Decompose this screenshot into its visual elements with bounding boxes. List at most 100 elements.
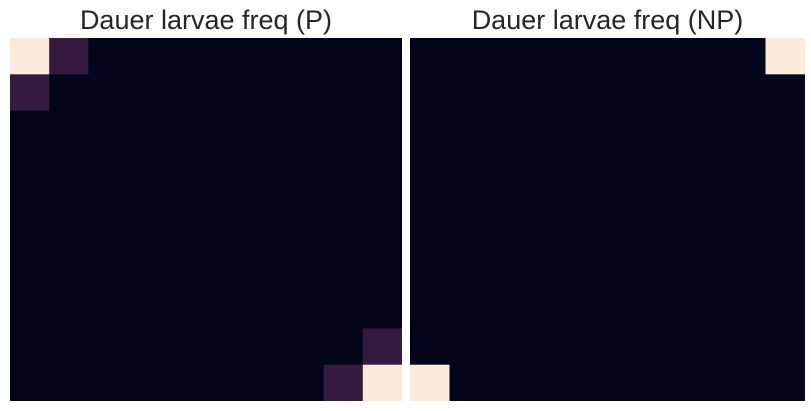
heatmap-cell-r1-c7 <box>284 74 324 111</box>
heatmap-cell-r2-c3 <box>128 111 168 148</box>
heatmap-cell-r6-c7 <box>284 256 324 293</box>
heatmap-cell-r3-c1 <box>49 147 89 184</box>
heatmap-cell-r1-c8 <box>726 74 766 111</box>
heatmap-cell-r0-c4 <box>167 38 207 75</box>
heatmap-cell-r9-c3 <box>128 365 168 401</box>
heatmap-cell-r6-c0 <box>410 256 450 293</box>
heatmap-cell-r9-c7 <box>687 365 727 401</box>
heatmap-cell-r8-c0 <box>10 328 50 365</box>
heatmap-cell-r9-c5 <box>206 365 246 401</box>
heatmap-cell-r5-c6 <box>245 220 285 257</box>
heatmap-cell-r4-c2 <box>489 183 529 220</box>
heatmap-cell-r0-c7 <box>687 38 727 75</box>
heatmap-cell-r5-c6 <box>647 220 687 257</box>
heatmap-cell-r7-c3 <box>529 292 569 329</box>
heatmap-cell-r1-c6 <box>647 74 687 111</box>
heatmap-cell-r2-c3 <box>529 111 569 148</box>
heatmap-cell-r1-c1 <box>49 74 89 111</box>
heatmap-cell-r8-c0 <box>410 328 450 365</box>
heatmap-cell-r2-c4 <box>167 111 207 148</box>
heatmap-cell-r9-c2 <box>88 365 128 401</box>
heatmap-cell-r0-c5 <box>206 38 246 75</box>
heatmap-cell-r9-c1 <box>450 365 490 401</box>
heatmap-cell-r0-c9 <box>363 38 402 75</box>
heatmap-cell-r2-c9 <box>766 111 806 148</box>
heatmap-cell-r3-c5 <box>608 147 648 184</box>
heatmap-cell-r6-c6 <box>647 256 687 293</box>
heatmap-cell-r1-c0 <box>410 74 450 111</box>
heatmap-cell-r8-c8 <box>726 328 766 365</box>
heatmap-cell-r8-c6 <box>245 328 285 365</box>
heatmap-cell-r2-c4 <box>568 111 608 148</box>
heatmap-cell-r9-c6 <box>647 365 687 401</box>
heatmap-cell-r4-c6 <box>245 183 285 220</box>
heatmap-cell-r0-c9 <box>766 38 806 75</box>
heatmap-cell-r0-c8 <box>726 38 766 75</box>
heatmap-cell-r1-c5 <box>206 74 246 111</box>
heatmap-cell-r5-c0 <box>410 220 450 257</box>
heatmap-cell-r6-c2 <box>88 256 128 293</box>
heatmap-cell-r7-c1 <box>49 292 89 329</box>
heatmap-cell-r7-c3 <box>128 292 168 329</box>
heatmap-cell-r8-c8 <box>324 328 364 365</box>
heatmap-cell-r5-c5 <box>608 220 648 257</box>
heatmap-cell-r8-c7 <box>284 328 324 365</box>
heatmap-cell-r8-c7 <box>687 328 727 365</box>
heatmap-cell-r6-c1 <box>450 256 490 293</box>
heatmap-cell-r1-c4 <box>568 74 608 111</box>
heatmap-cell-r0-c0 <box>10 38 50 75</box>
heatmap-cell-r8-c6 <box>647 328 687 365</box>
heatmap-cell-r0-c2 <box>489 38 529 75</box>
heatmap-cell-r9-c5 <box>608 365 648 401</box>
heatmap-cell-r0-c1 <box>49 38 89 75</box>
heatmap-cell-r6-c3 <box>128 256 168 293</box>
heatmap-cell-r6-c5 <box>206 256 246 293</box>
heatmap-cell-r8-c2 <box>489 328 529 365</box>
heatmap-cell-r0-c2 <box>88 38 128 75</box>
heatmap-cell-r7-c6 <box>245 292 285 329</box>
heatmap-cell-r1-c6 <box>245 74 285 111</box>
heatmap-cell-r5-c4 <box>568 220 608 257</box>
heatmap-cell-r8-c1 <box>450 328 490 365</box>
heatmap-cell-r4-c4 <box>568 183 608 220</box>
heatmap-cell-r1-c9 <box>766 74 806 111</box>
heatmap-cell-r7-c7 <box>687 292 727 329</box>
heatmap-cell-r0-c8 <box>324 38 364 75</box>
heatmap-left <box>10 38 402 401</box>
heatmap-cell-r2-c7 <box>284 111 324 148</box>
heatmap-cell-r3-c8 <box>726 147 766 184</box>
heatmap-cell-r3-c3 <box>529 147 569 184</box>
heatmap-cell-r6-c6 <box>245 256 285 293</box>
heatmap-cell-r9-c0 <box>410 365 450 401</box>
heatmap-cell-r3-c9 <box>766 147 806 184</box>
heatmap-cell-r5-c7 <box>687 220 727 257</box>
heatmap-cell-r1-c7 <box>687 74 727 111</box>
heatmap-cell-r9-c9 <box>363 365 402 401</box>
heatmap-cell-r2-c0 <box>10 111 50 148</box>
heatmap-cell-r2-c0 <box>410 111 450 148</box>
heatmap-cell-r5-c3 <box>529 220 569 257</box>
heatmap-cell-r9-c1 <box>49 365 89 401</box>
heatmap-cell-r8-c2 <box>88 328 128 365</box>
heatmap-cell-r4-c3 <box>529 183 569 220</box>
heatmap-cell-r8-c3 <box>529 328 569 365</box>
heatmap-cell-r4-c9 <box>363 183 402 220</box>
heatmap-cell-r4-c1 <box>450 183 490 220</box>
heatmap-cell-r6-c8 <box>324 256 364 293</box>
heatmap-cell-r6-c8 <box>726 256 766 293</box>
heatmap-cell-r5-c8 <box>726 220 766 257</box>
heatmap-cell-r4-c8 <box>726 183 766 220</box>
heatmap-cell-r3-c5 <box>206 147 246 184</box>
heatmap-cell-r2-c2 <box>489 111 529 148</box>
heatmap-cell-r4-c6 <box>647 183 687 220</box>
heatmap-cell-r3-c2 <box>489 147 529 184</box>
heatmap-cell-r3-c2 <box>88 147 128 184</box>
heatmap-cell-r3-c9 <box>363 147 402 184</box>
heatmap-cell-r4-c8 <box>324 183 364 220</box>
heatmap-cell-r1-c4 <box>167 74 207 111</box>
heatmap-cell-r4-c3 <box>128 183 168 220</box>
heatmap-cell-r3-c3 <box>128 147 168 184</box>
heatmap-cell-r5-c1 <box>49 220 89 257</box>
heatmap-cell-r6-c7 <box>687 256 727 293</box>
heatmap-cell-r2-c1 <box>49 111 89 148</box>
